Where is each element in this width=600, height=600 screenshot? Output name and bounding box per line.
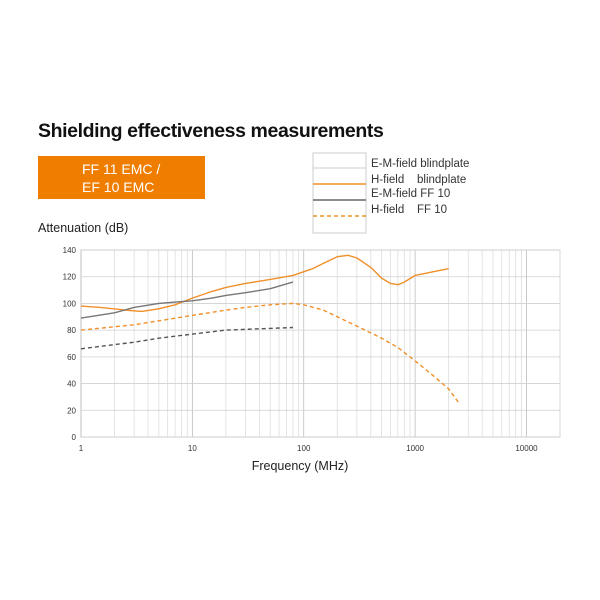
- plot-frame: [80, 249, 561, 438]
- legend-label: H-field FF 10: [371, 204, 448, 216]
- product-badge: FF 11 EMC / EF 10 EMC: [38, 156, 205, 199]
- page-title: Shielding effectiveness measurements: [38, 120, 384, 142]
- x-tick-label: 10: [188, 444, 197, 453]
- legend-item-em-field-ff10: E-M-field FF 10: [313, 187, 573, 201]
- y-tick-label: 120: [63, 273, 77, 282]
- series-line-2: [80, 281, 294, 319]
- badge-line-2: EF 10 EMC: [82, 179, 155, 195]
- legend-label: E-M-field FF 10: [371, 188, 451, 200]
- legend-label: H-field blindplate: [371, 174, 467, 186]
- y-axis-title: Attenuation (dB): [38, 221, 129, 235]
- legend-item-h-field-ff10: H-field FF 10: [313, 203, 573, 217]
- legend-item-h-field-blindplate: H-field blindplate: [313, 173, 573, 187]
- y-tick-label: 100: [63, 299, 77, 308]
- series-line-4: [80, 326, 293, 350]
- chart-legend: E-M-field blindplate H-field blindplate …: [313, 153, 600, 233]
- y-tick-label: 40: [67, 380, 76, 389]
- badge-line-1: FF 11 EMC /: [82, 161, 161, 177]
- y-tick-label: 0: [72, 433, 77, 442]
- x-tick-label: 10000: [515, 444, 538, 453]
- y-tick-label: 140: [63, 246, 77, 255]
- series-line-3: [80, 302, 460, 405]
- legend-item-em-field-blindplate: E-M-field blindplate: [313, 157, 573, 171]
- x-tick-label: 1: [79, 444, 84, 453]
- x-tick-label: 1000: [406, 444, 424, 453]
- x-axis-title: Frequency (MHz): [251, 459, 349, 473]
- series-line-1: [80, 254, 449, 313]
- legend-label: E-M-field blindplate: [371, 158, 470, 170]
- legend-swatch-box: [312, 152, 367, 234]
- y-tick-label: 80: [67, 326, 76, 335]
- x-tick-label: 100: [297, 444, 311, 453]
- y-tick-label: 60: [67, 353, 76, 362]
- y-tick-label: 20: [67, 406, 76, 415]
